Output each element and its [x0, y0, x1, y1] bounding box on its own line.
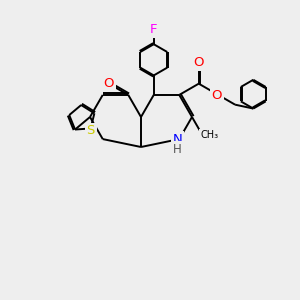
Text: H: H — [173, 143, 182, 156]
Text: O: O — [212, 89, 222, 102]
Text: O: O — [103, 77, 114, 90]
Text: F: F — [150, 23, 158, 36]
Text: N: N — [173, 133, 183, 146]
Text: S: S — [86, 124, 95, 137]
Text: O: O — [194, 56, 204, 69]
Text: CH₃: CH₃ — [201, 130, 219, 140]
